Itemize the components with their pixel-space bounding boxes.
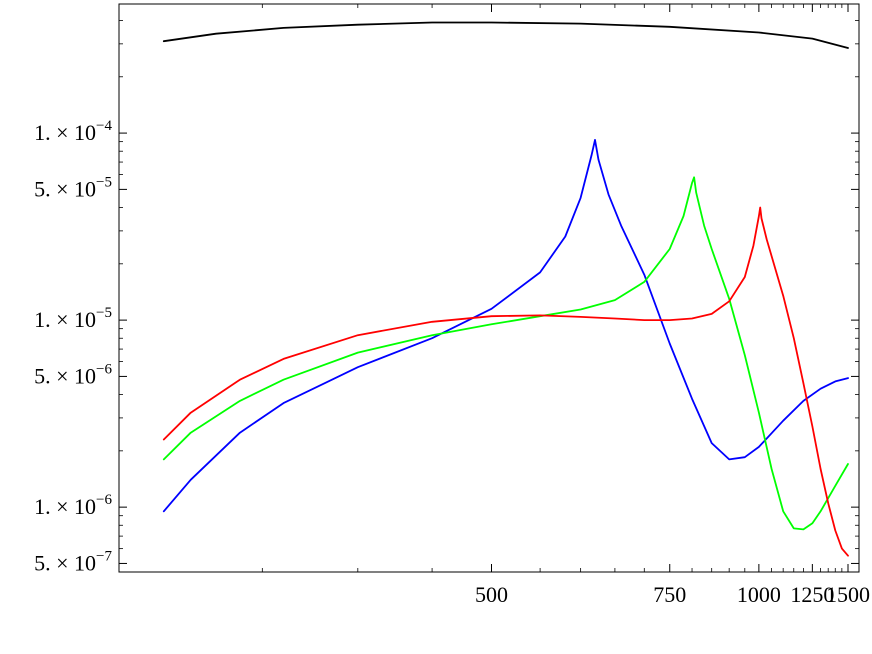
x-tick-label: 1000 [737, 582, 781, 607]
series-line-4 [162, 206, 849, 557]
y-tick-label: 1. × 10−6 [34, 492, 112, 519]
series-line-3 [162, 176, 849, 531]
plot-frame [118, 3, 860, 573]
y-tick-label: 1. × 10−5 [34, 305, 112, 332]
x-tick-label: 750 [653, 582, 686, 607]
x-tick-label: 1500 [826, 582, 870, 607]
y-tick-label: 5. × 10−5 [34, 174, 112, 201]
series-line-1 [162, 21, 849, 49]
series-line-2 [162, 139, 849, 513]
y-tick-label: 1. × 10−4 [34, 118, 112, 145]
y-tick-label: 5. × 10−6 [34, 361, 112, 388]
y-axis-ticks: 1. × 10−4 5. × 10−5 1. × 10−5 5. × 10−6 1. ×… [34, 118, 859, 575]
y-tick-label: 5. × 10−7 [34, 548, 112, 575]
minor-ticks [119, 4, 859, 572]
x-tick-label: 500 [475, 582, 508, 607]
x-tick-label: 1250 [790, 582, 834, 607]
series-layer [162, 21, 849, 557]
